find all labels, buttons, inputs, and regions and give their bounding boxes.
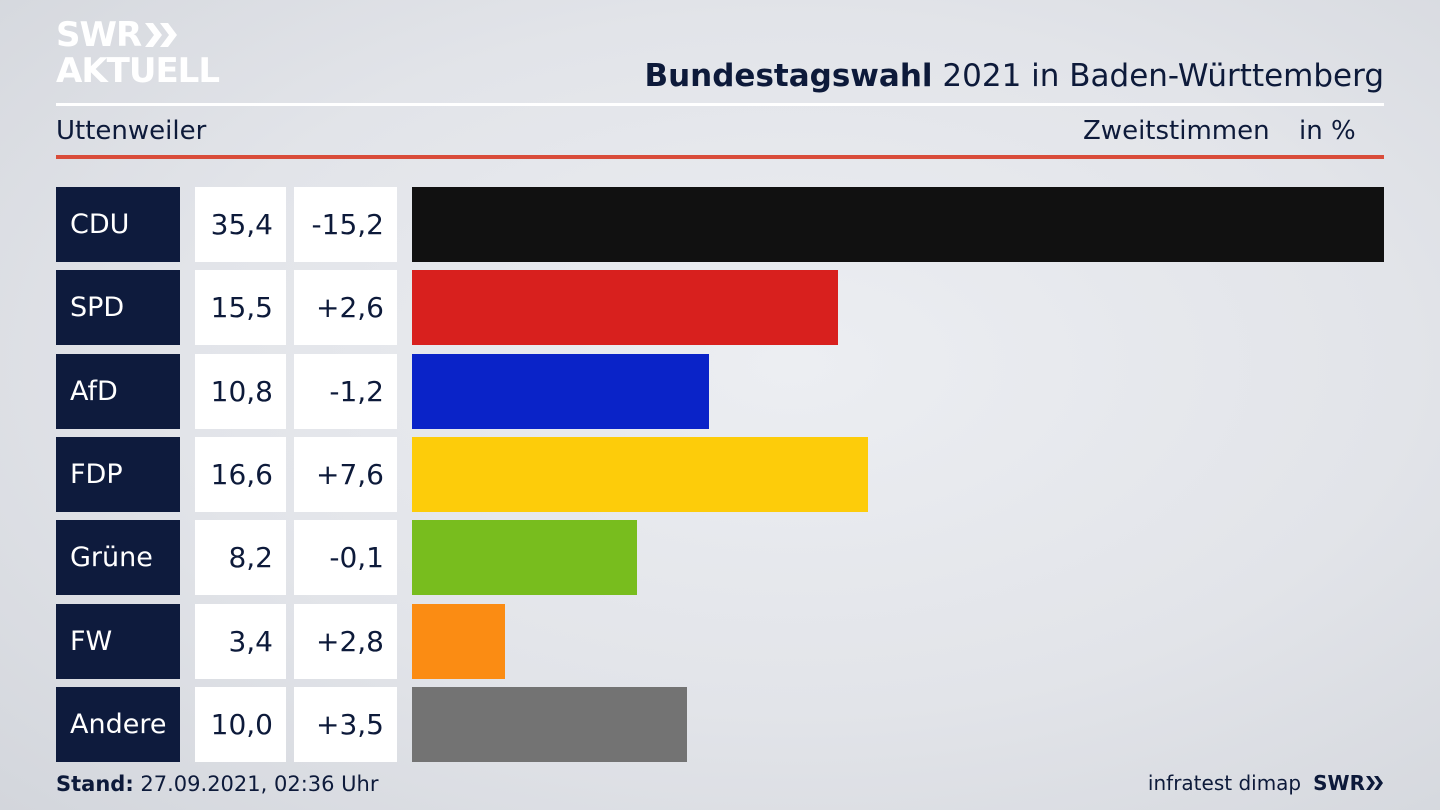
chart-row: FW 3,4 +2,8	[56, 603, 1384, 679]
chart-row: SPD 15,5 +2,6	[56, 270, 1384, 346]
region-name: Uttenweiler	[56, 116, 207, 146]
party-label: SPD	[56, 270, 180, 346]
vote-share-label: 35,4	[195, 187, 286, 262]
party-label: Andere	[56, 686, 180, 762]
page-title: Bundestagswahl 2021 in Baden-Württemberg	[644, 58, 1384, 94]
timestamp: Stand: 27.09.2021, 02:36 Uhr	[56, 772, 379, 796]
title-rest: 2021 in Baden-Württemberg	[932, 58, 1384, 94]
metric-label: Zweitstimmen	[1083, 116, 1270, 146]
double-chevron-icon	[145, 23, 178, 47]
header-divider	[56, 103, 1384, 106]
source-label: infratest dimap	[1147, 771, 1302, 795]
footer-double-chevron-icon	[1366, 776, 1383, 790]
footer-credits: infratest dimap SWR	[1148, 771, 1384, 795]
logo-aktuell-text: AKTUELL	[56, 51, 220, 91]
change-label: +7,6	[294, 436, 397, 512]
vote-share-label: 3,4	[195, 603, 286, 679]
result-bar	[412, 436, 868, 512]
vote-share-label: 8,2	[195, 520, 286, 596]
party-label: CDU	[56, 187, 180, 262]
change-label: -0,1	[294, 520, 397, 596]
accent-divider	[56, 155, 1384, 159]
party-label: Grüne	[56, 520, 180, 596]
result-bar	[412, 187, 1384, 262]
stand-value: 27.09.2021, 02:36 Uhr	[133, 772, 379, 796]
logo-swr-text: SWR	[56, 15, 142, 55]
unit-label: in %	[1299, 116, 1356, 146]
chart-row: Andere 10,0 +3,5	[56, 686, 1384, 762]
swr-aktuell-logo: SWR AKTUELL	[56, 15, 220, 91]
vote-share-label: 16,6	[195, 436, 286, 512]
chart-row: CDU 35,4 -15,2	[56, 187, 1384, 262]
result-bar	[412, 520, 637, 596]
footer-swr-logo: SWR	[1313, 771, 1384, 795]
chart-row: AfD 10,8 -1,2	[56, 353, 1384, 429]
change-label: -1,2	[294, 353, 397, 429]
result-bar	[412, 353, 709, 429]
result-bar	[412, 686, 687, 762]
vote-share-label: 10,8	[195, 353, 286, 429]
result-bar	[412, 603, 505, 679]
party-label: FDP	[56, 436, 180, 512]
change-label: +3,5	[294, 686, 397, 762]
footer-swr-text: SWR	[1313, 771, 1365, 795]
result-bar	[412, 270, 838, 346]
change-label: +2,6	[294, 270, 397, 346]
chart-row: Grüne 8,2 -0,1	[56, 520, 1384, 596]
title-bold: Bundestagswahl	[644, 58, 933, 94]
change-label: +2,8	[294, 603, 397, 679]
vote-share-label: 15,5	[195, 270, 286, 346]
stand-label: Stand:	[56, 772, 134, 796]
party-label: AfD	[56, 353, 180, 429]
vote-share-label: 10,0	[195, 686, 286, 762]
party-label: FW	[56, 603, 180, 679]
chart-row: FDP 16,6 +7,6	[56, 436, 1384, 512]
change-label: -15,2	[294, 187, 397, 262]
